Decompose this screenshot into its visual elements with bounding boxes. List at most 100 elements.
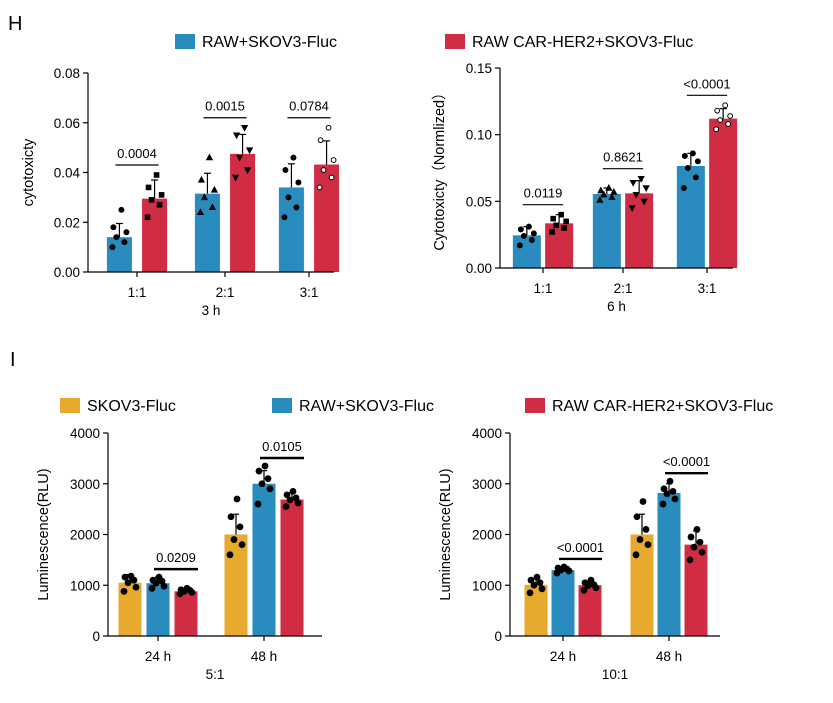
data-point: [205, 153, 214, 161]
data-point: [526, 589, 534, 597]
bar: [524, 584, 548, 636]
x-axis-title: 6 h: [607, 299, 626, 314]
legend-h: RAW+SKOV3-Fluc RAW CAR-HER2+SKOV3-Fluc: [175, 34, 693, 51]
data-point: [155, 573, 163, 581]
data-point: [118, 206, 125, 213]
data-point: [727, 113, 734, 119]
x-axis-title: 3 h: [202, 303, 221, 318]
x-axis-title: 5:1: [206, 667, 225, 682]
data-point: [196, 208, 205, 215]
data-point: [525, 223, 532, 230]
data-point: [231, 174, 240, 182]
data-point: [289, 487, 297, 495]
data-point: [696, 538, 704, 546]
data-point: [629, 179, 637, 187]
bar: [592, 194, 621, 268]
data-point: [226, 551, 234, 559]
data-point: [671, 495, 679, 503]
data-point: [177, 586, 185, 594]
data-point: [255, 467, 263, 475]
x-tick-label: 1:1: [534, 281, 553, 296]
data-point: [330, 157, 337, 163]
data-point: [686, 556, 694, 564]
data-point: [124, 579, 132, 587]
data-point: [587, 576, 595, 584]
data-point: [290, 154, 297, 161]
bar: [194, 193, 220, 272]
data-point: [554, 564, 562, 572]
chart-h-right: 0.00 0.05 0.10 0.15 1:1 2:1 3:1 6 h Cytotoxicty（…: [431, 61, 738, 314]
y-tick-label: 0.10: [466, 128, 492, 143]
y-axis-title: cytotoxicty: [21, 138, 37, 206]
data-point: [121, 239, 128, 246]
y-tick-label: 0.15: [466, 61, 492, 76]
bar: [280, 499, 304, 636]
data-point: [663, 490, 671, 498]
data-point: [113, 234, 120, 241]
legend-label: RAW CAR-HER2+SKOV3-Fluc: [552, 398, 773, 415]
data-point: [240, 125, 249, 132]
data-point: [659, 500, 667, 508]
data-point: [530, 230, 537, 237]
data-point: [266, 485, 274, 493]
data-point: [637, 175, 645, 183]
data-point: [316, 184, 323, 191]
data-point: [293, 204, 300, 211]
data-point: [640, 198, 648, 206]
x-tick-label: 3:1: [300, 285, 319, 300]
bar: [278, 187, 304, 272]
data-point: [238, 541, 246, 549]
data-point: [538, 585, 546, 593]
data-point: [236, 523, 244, 531]
data-point: [281, 214, 288, 221]
data-point: [120, 587, 128, 595]
data-point: [197, 175, 206, 183]
data-point: [156, 202, 163, 208]
panel-letter-i: I: [10, 349, 16, 371]
bar: [142, 198, 168, 272]
data-point: [610, 187, 618, 195]
data-point: [722, 102, 729, 109]
data-point: [561, 225, 567, 231]
data-point: [596, 195, 604, 203]
bar: [625, 193, 654, 268]
data-point: [632, 191, 640, 199]
data-point: [261, 462, 269, 470]
chart-i-right: 0 1000 2000 3000 4000 24 h 48 h 10:1 Luminescenc…: [438, 426, 720, 682]
data-point: [127, 572, 135, 580]
panel-letter-h: H: [8, 13, 22, 35]
data-point: [536, 579, 544, 587]
data-point: [633, 513, 641, 521]
data-point: [717, 117, 724, 123]
data-point: [110, 224, 117, 231]
y-tick-label: 0.05: [466, 194, 492, 209]
y-tick-label: 0.02: [54, 215, 80, 230]
bar: [684, 544, 708, 636]
data-point: [693, 526, 701, 533]
y-axis-title: Luminescence(RLU): [36, 468, 52, 600]
data-point: [245, 147, 254, 155]
bar: [657, 492, 681, 636]
data-point: [295, 179, 302, 186]
y-tick-label: 4000: [472, 426, 502, 441]
bar: [174, 591, 198, 636]
data-point: [600, 190, 608, 198]
data-point: [628, 205, 636, 213]
chart-i-left: 0 1000 2000 3000 4000 24 h 48 h 5:1 Luminescence…: [36, 426, 322, 682]
chart-h-left: 0.00 0.02 0.04 0.06 0.08 1:1 2:1 3:1 3 h cytotoxi…: [21, 66, 340, 318]
data-point: [558, 211, 564, 218]
legend-swatch: [60, 398, 80, 413]
bar: [118, 582, 142, 636]
data-point: [123, 229, 130, 236]
p-value-label: <0.0001: [683, 76, 730, 91]
data-point: [550, 215, 556, 222]
data-point: [283, 491, 291, 499]
data-point: [580, 586, 588, 594]
data-point: [153, 172, 160, 178]
bar: [106, 237, 132, 272]
data-point: [210, 185, 219, 193]
bar: [314, 164, 340, 272]
legend-swatch: [272, 398, 292, 413]
bar: [512, 235, 541, 268]
data-point: [642, 526, 650, 533]
